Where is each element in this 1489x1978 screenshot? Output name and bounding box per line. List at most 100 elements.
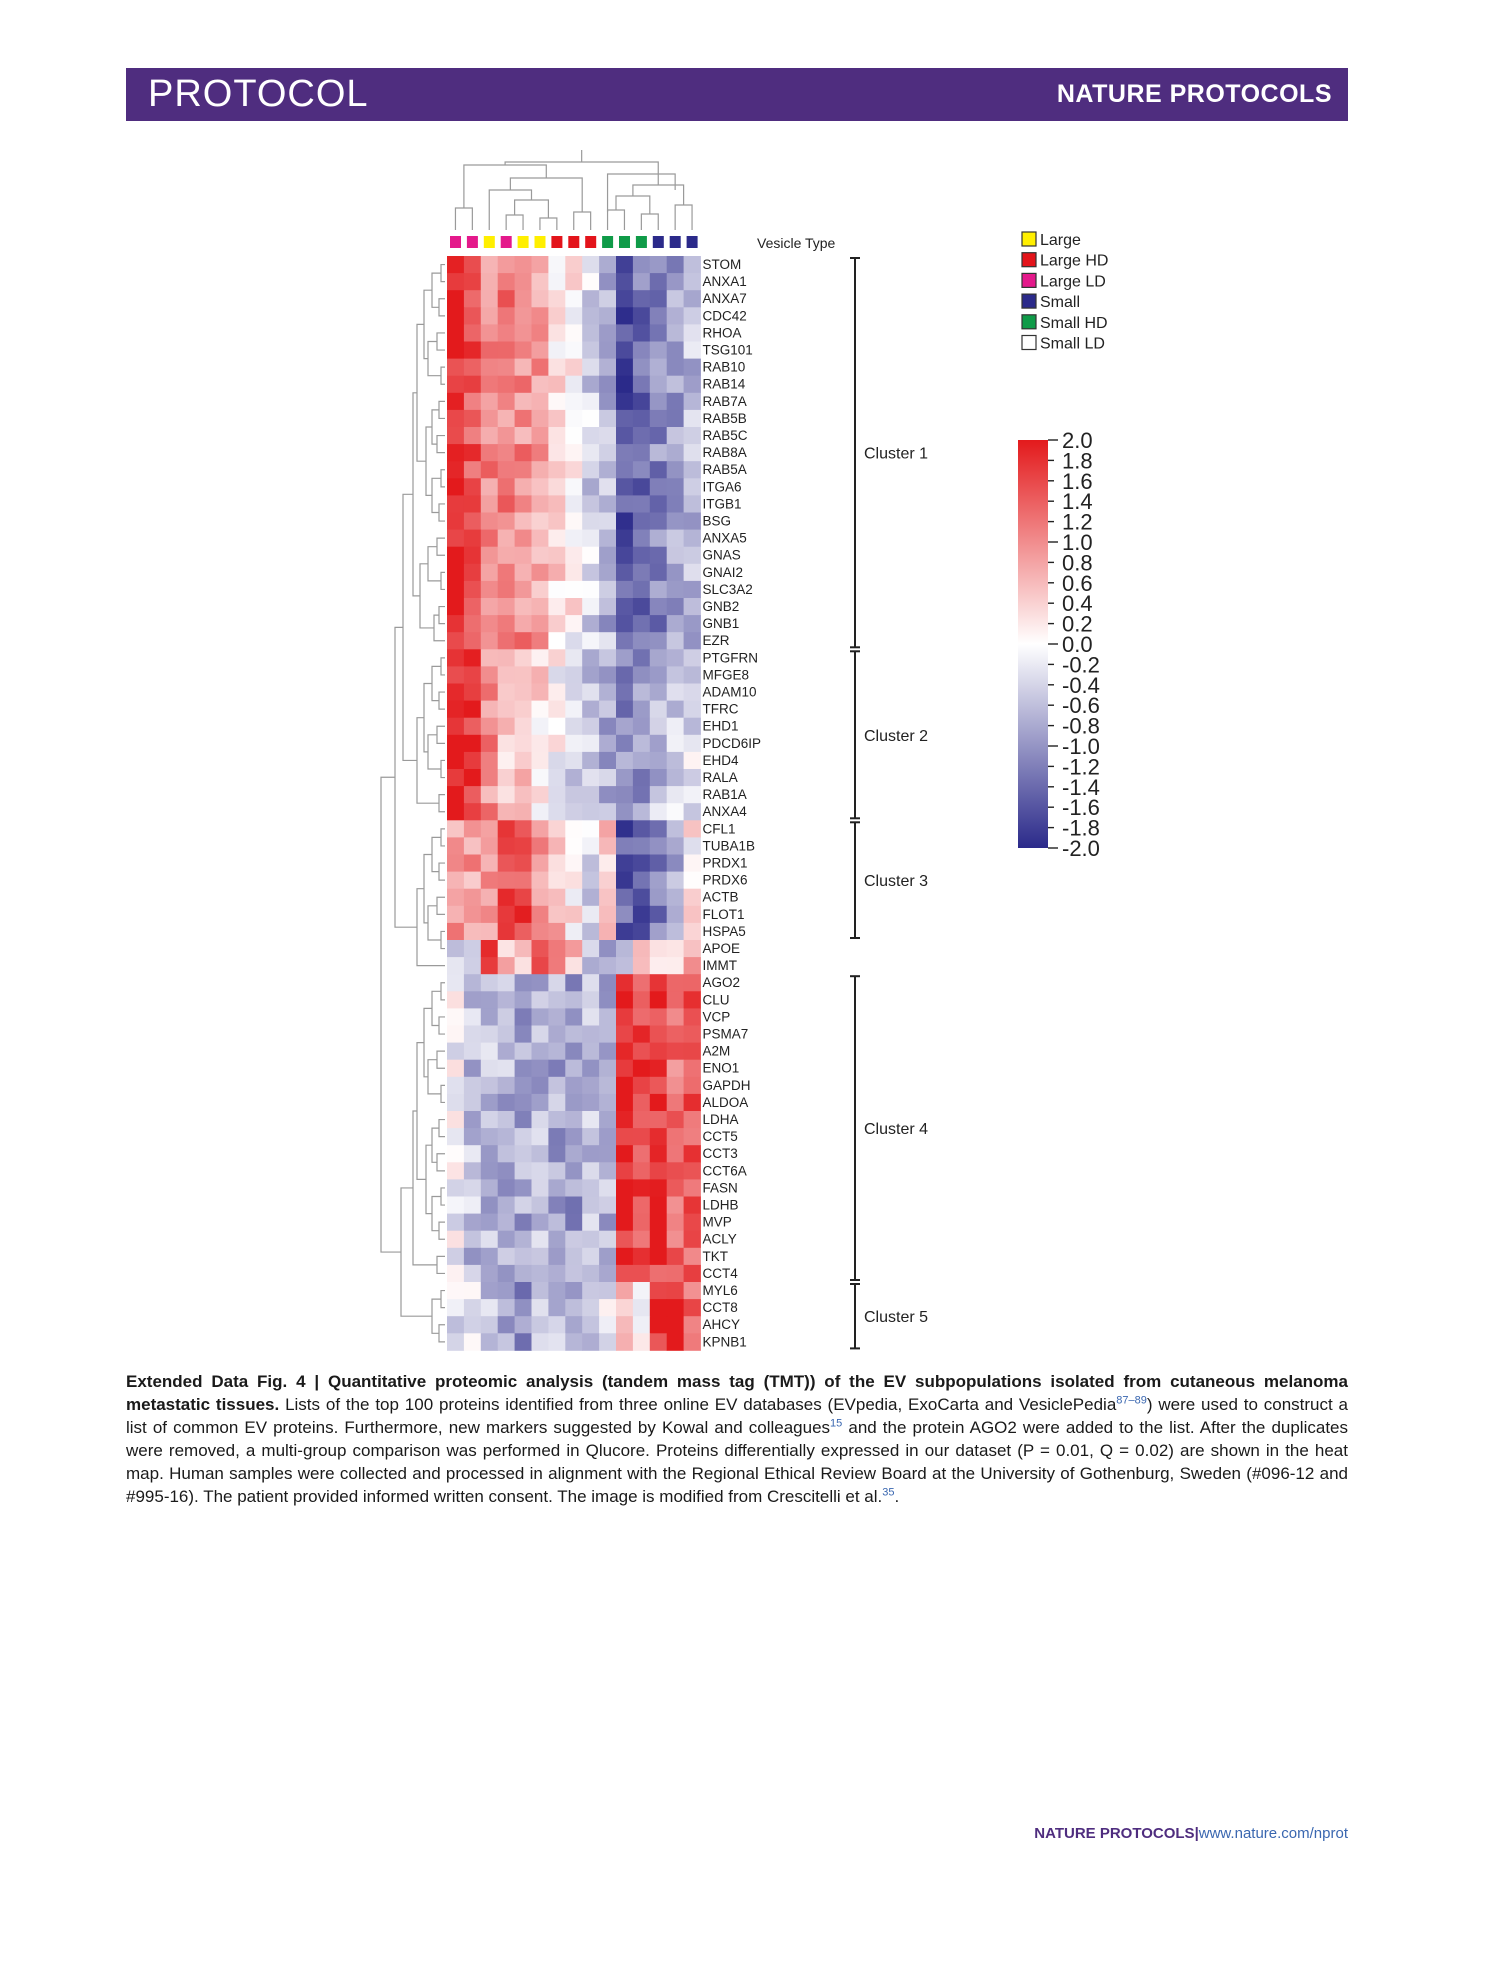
heatmap-cell <box>497 1076 515 1095</box>
heatmap-cell <box>632 1213 651 1232</box>
heatmap-cell <box>683 769 701 787</box>
heatmap-cell <box>599 341 617 359</box>
dendrogram-branch <box>440 1289 445 1309</box>
heatmap-cell <box>548 940 566 958</box>
heatmap-cell <box>497 1213 515 1232</box>
heatmap-cell <box>616 1111 634 1129</box>
heatmap-cell <box>565 837 583 855</box>
row-label: AHCY <box>703 1317 741 1332</box>
cluster-label: Cluster 5 <box>864 1309 928 1326</box>
heatmap-cell <box>683 1316 701 1334</box>
heatmap-cell <box>666 546 684 565</box>
heatmap-cell <box>649 444 668 462</box>
heatmap-cell <box>480 495 499 513</box>
heatmap-cell <box>480 1093 499 1112</box>
heatmap-cell <box>548 1128 566 1146</box>
heatmap-cell <box>632 392 651 411</box>
heatmap-cell <box>548 615 566 633</box>
heatmap-cell <box>497 598 515 616</box>
heatmap-cell <box>599 1025 617 1043</box>
heatmap-cell <box>480 751 499 770</box>
heatmap-cell <box>548 734 566 753</box>
heatmap-cell <box>582 1247 600 1266</box>
heatmap-cell <box>649 1093 668 1112</box>
heatmap-cell <box>463 461 482 479</box>
heatmap-cell <box>497 392 515 411</box>
heatmap-cell <box>683 717 701 736</box>
heatmap-cell <box>531 324 549 342</box>
caption-ref-2[interactable]: 15 <box>830 1417 843 1430</box>
heatmap-cell <box>514 854 532 872</box>
row-label: TSG101 <box>703 343 753 358</box>
heatmap-cell <box>582 1213 600 1232</box>
heatmap-cell <box>548 580 566 599</box>
row-label: ANXA7 <box>703 291 747 306</box>
dendrogram-branch <box>488 189 533 230</box>
dendrogram-branch <box>431 272 441 308</box>
dendrogram-branch <box>438 1324 445 1343</box>
heatmap-cell <box>582 854 600 872</box>
dendrogram-branch <box>573 211 592 230</box>
heatmap-cell <box>683 546 701 565</box>
heatmap-cell <box>565 1333 583 1351</box>
heatmap-cell <box>599 546 617 565</box>
heatmap-cell <box>548 427 566 445</box>
dendrogram-branch <box>440 930 445 950</box>
caption-ref-1[interactable]: 87–89 <box>1116 1394 1147 1407</box>
heatmap-cell <box>531 905 549 924</box>
heatmap-cell <box>632 991 651 1009</box>
heatmap-cell <box>683 1008 701 1026</box>
heatmap-cell <box>531 854 549 872</box>
heatmap-cell <box>683 683 701 701</box>
heatmap-cell <box>683 1025 701 1043</box>
heatmap-cell <box>649 957 668 975</box>
heatmap-cell <box>447 700 465 719</box>
heatmap-cell <box>447 529 465 548</box>
heatmap-cell <box>582 1299 600 1317</box>
heatmap-cell <box>531 803 549 821</box>
heatmap-cell <box>565 1316 583 1334</box>
footer-url[interactable]: www.nature.com/nprot <box>1198 1825 1348 1842</box>
legend-label: Large <box>1040 232 1081 249</box>
heatmap-cell <box>565 1128 583 1146</box>
heatmap-cell <box>582 358 600 377</box>
heatmap-cell <box>666 307 684 325</box>
heatmap-cell <box>683 563 701 582</box>
heatmap-cell <box>497 341 515 359</box>
heatmap-cell <box>666 1213 684 1232</box>
heatmap-cell <box>632 1333 651 1351</box>
heatmap-cell <box>565 666 583 684</box>
heatmap-cell <box>497 837 515 855</box>
heatmap-cell <box>447 495 465 513</box>
heatmap-cell <box>514 786 532 804</box>
heatmap-cell <box>616 1076 634 1095</box>
heatmap-cell <box>582 957 600 975</box>
heatmap-cell <box>531 700 549 719</box>
footer-journal: NATURE PROTOCOLS <box>1034 1825 1195 1842</box>
heatmap-cell <box>548 1059 566 1078</box>
heatmap-cell <box>582 580 600 599</box>
heatmap-cell <box>683 1179 701 1197</box>
heatmap-cell <box>548 820 566 838</box>
heatmap-cells <box>447 256 701 1351</box>
heatmap-cell <box>565 683 583 701</box>
heatmap-cell <box>548 854 566 872</box>
heatmap-cell <box>480 803 499 821</box>
caption-ref-3[interactable]: 35 <box>882 1486 895 1499</box>
heatmap-cell <box>616 409 634 428</box>
vesicle-type-swatch <box>669 236 681 248</box>
heatmap-cell <box>531 1076 549 1095</box>
heatmap-cell <box>497 256 515 274</box>
heatmap-cell <box>463 273 482 291</box>
heatmap-cell <box>582 1093 600 1112</box>
heatmap-cell <box>565 1179 583 1197</box>
vesicle-type-swatch <box>602 236 614 248</box>
heatmap-cell <box>531 546 549 565</box>
heatmap-cell <box>463 563 482 582</box>
heatmap-cell <box>649 512 668 530</box>
heatmap-cell <box>548 324 566 342</box>
heatmap-cell <box>599 1111 617 1129</box>
heatmap-cell <box>497 1111 515 1129</box>
heatmap-cell <box>616 580 634 599</box>
heatmap-cell <box>683 854 701 872</box>
